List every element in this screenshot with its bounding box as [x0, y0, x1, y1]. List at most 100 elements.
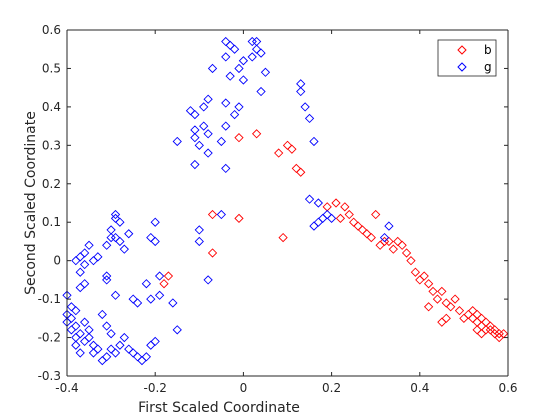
data-point [300, 102, 310, 112]
data-point [110, 348, 121, 358]
data-point [93, 252, 103, 262]
data-point [110, 209, 121, 220]
series-b [159, 129, 509, 343]
data-point [190, 133, 200, 143]
data-point [221, 52, 231, 62]
data-point [331, 198, 341, 208]
data-point [379, 236, 390, 247]
data-point [225, 71, 235, 81]
data-point [490, 329, 500, 339]
data-point [287, 144, 297, 154]
plot-area [67, 30, 508, 376]
data-point [150, 217, 160, 227]
data-point [229, 44, 240, 54]
axes [66, 29, 509, 377]
data-point [221, 163, 231, 174]
data-point [296, 167, 306, 177]
data-point [423, 302, 434, 312]
data-point [84, 332, 94, 343]
data-marks [62, 36, 509, 366]
data-point [304, 194, 315, 204]
series-g [62, 36, 394, 366]
y-tick-label: 0.1 [42, 215, 61, 229]
data-point [344, 209, 354, 220]
data-point [410, 267, 421, 277]
data-point [106, 329, 116, 339]
data-point [234, 213, 244, 224]
data-point [168, 298, 178, 308]
data-point [309, 221, 319, 231]
data-point [172, 325, 182, 335]
data-point [194, 140, 204, 150]
data-point [296, 86, 306, 97]
data-point [216, 136, 226, 147]
legend: b g [437, 39, 497, 77]
data-point [309, 136, 319, 147]
data-point [234, 102, 244, 112]
data-point [71, 256, 81, 266]
data-point [75, 348, 85, 358]
data-point [494, 329, 504, 339]
x-axis-label: First Scaled Coordinate [138, 400, 300, 416]
data-point [102, 275, 112, 285]
data-point [80, 259, 90, 270]
data-point [260, 67, 271, 77]
data-point [146, 294, 156, 304]
data-point [115, 236, 125, 247]
data-point [102, 352, 112, 362]
data-point [185, 106, 196, 116]
data-point [476, 329, 487, 339]
data-point [247, 52, 257, 62]
data-point [340, 202, 350, 212]
data-point [172, 136, 182, 147]
data-point [154, 271, 165, 281]
data-point [203, 129, 213, 139]
x-tick-label: -0.2 [143, 381, 166, 395]
data-point [80, 317, 90, 327]
data-point [159, 279, 169, 289]
data-point [366, 232, 376, 243]
data-point [88, 348, 99, 358]
data-point [428, 286, 438, 297]
y-tick-label: -0.1 [38, 292, 61, 306]
data-point [238, 56, 249, 66]
data-point [274, 148, 284, 158]
data-point [141, 352, 152, 362]
y-tick-label: -0.2 [38, 331, 61, 345]
data-point [207, 63, 218, 74]
data-point [132, 298, 143, 308]
data-point [450, 294, 460, 304]
data-point [256, 48, 266, 58]
data-point [238, 75, 249, 85]
data-point [216, 209, 226, 220]
data-point [326, 213, 337, 224]
data-point [150, 336, 160, 347]
legend-label-b: b [484, 43, 492, 57]
x-tick-label: 0 [240, 381, 248, 395]
y-tick-label: 0.6 [42, 23, 61, 37]
data-point [190, 159, 200, 170]
data-point [110, 290, 121, 300]
data-point [203, 275, 213, 285]
data-point [247, 36, 257, 47]
data-point [203, 148, 213, 158]
data-point [194, 225, 204, 235]
data-point [437, 286, 447, 297]
data-point [437, 317, 447, 327]
data-point [256, 86, 266, 97]
y-tick-label: -0.3 [38, 369, 61, 383]
data-point [102, 240, 112, 250]
data-point [97, 309, 107, 320]
data-point [71, 340, 81, 350]
x-tick-label: 0.6 [498, 381, 517, 395]
tick-marks: -0.4 -0.2 0 0.2 0.4 0.6 -0.3 -0.2 -0.1 0 0.1 0.2 0.3… [38, 23, 518, 395]
data-point [304, 113, 315, 124]
data-point [150, 236, 160, 247]
data-point [84, 240, 94, 250]
data-point [446, 302, 456, 312]
data-point [75, 267, 85, 277]
data-point [313, 198, 324, 208]
data-point [234, 63, 244, 74]
data-point [388, 244, 398, 254]
